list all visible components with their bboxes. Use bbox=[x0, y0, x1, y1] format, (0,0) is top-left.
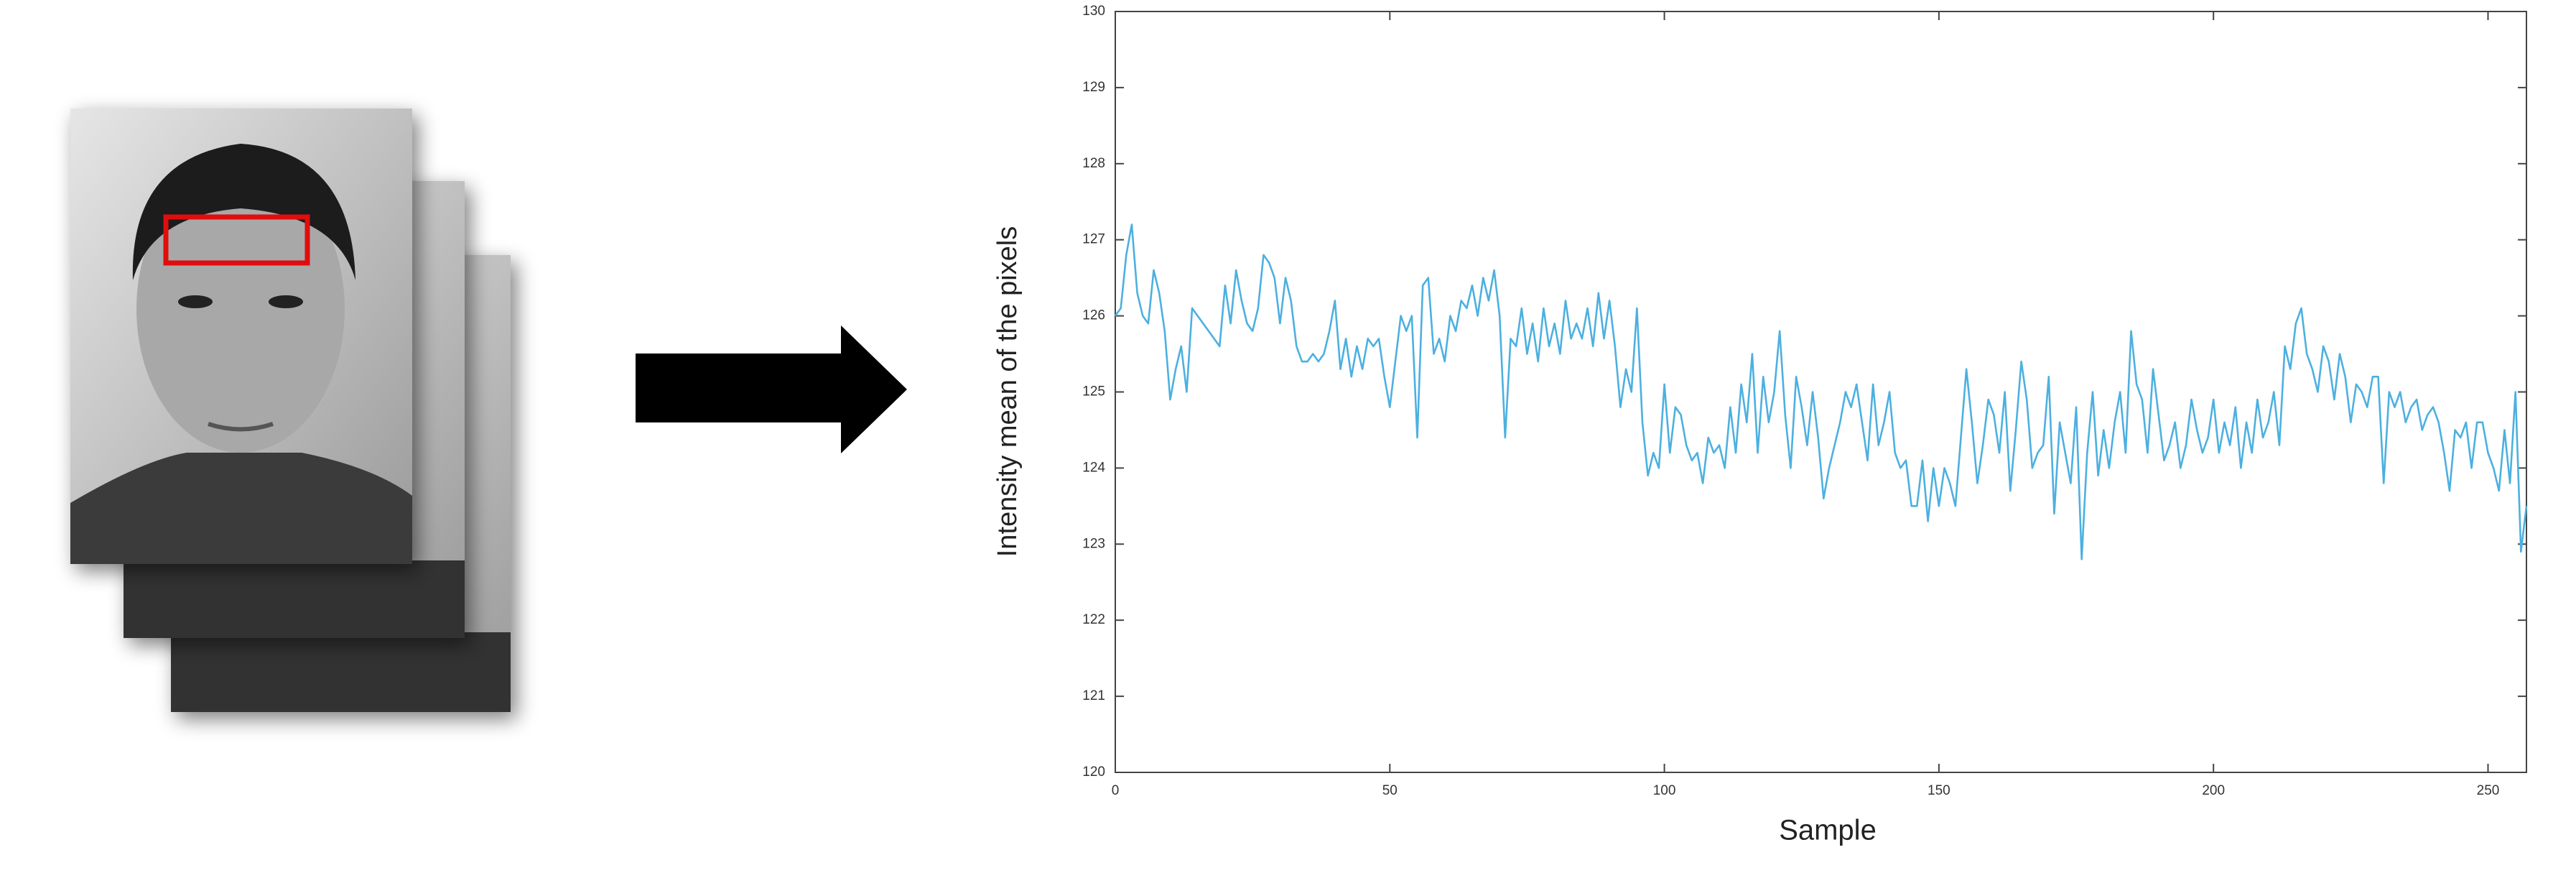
y-axis-title: Intensity mean of the pixels bbox=[992, 226, 1023, 557]
y-tick-label: 121 bbox=[1082, 688, 1105, 703]
photo-stack bbox=[70, 108, 511, 712]
y-tick-label: 126 bbox=[1082, 308, 1105, 323]
data-line bbox=[1114, 223, 2528, 560]
y-tick-label: 129 bbox=[1082, 80, 1105, 95]
x-tick-label: 150 bbox=[1928, 783, 1950, 798]
x-tick-label: 50 bbox=[1382, 783, 1398, 798]
plot-area bbox=[1115, 11, 2527, 773]
y-tick-label: 125 bbox=[1082, 384, 1105, 399]
y-tick-label: 123 bbox=[1082, 536, 1105, 551]
x-tick-label: 200 bbox=[2202, 783, 2225, 798]
y-tick-label: 120 bbox=[1082, 764, 1105, 780]
x-tick-label: 0 bbox=[1112, 783, 1120, 798]
y-tick-label: 127 bbox=[1082, 232, 1105, 247]
y-tick-label: 128 bbox=[1082, 156, 1105, 171]
x-tick-label: 100 bbox=[1653, 783, 1676, 798]
y-tick-label: 124 bbox=[1082, 460, 1105, 475]
x-axis-title: Sample bbox=[1779, 815, 1877, 846]
x-tick-label: 250 bbox=[2477, 783, 2500, 798]
photo-front bbox=[70, 108, 412, 564]
y-tick-label: 122 bbox=[1082, 612, 1105, 627]
y-tick-label: 130 bbox=[1082, 4, 1105, 19]
arrow bbox=[636, 325, 907, 453]
